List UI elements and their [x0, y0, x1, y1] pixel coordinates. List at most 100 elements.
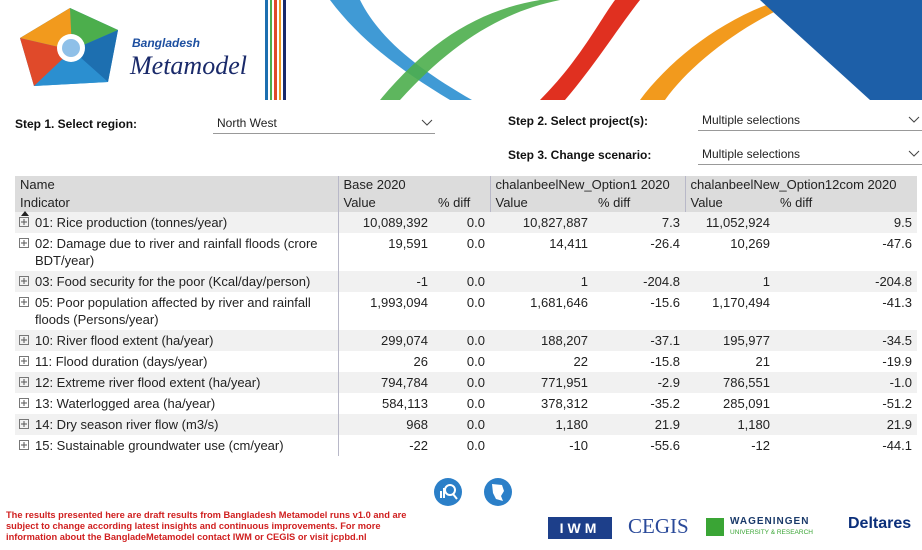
- expand-icon[interactable]: [19, 356, 29, 366]
- value-cell: 1,180: [490, 414, 593, 435]
- disclaimer-line: The results presented here are draft res…: [6, 510, 406, 521]
- dropdown-value: North West: [217, 116, 277, 130]
- value-cell: 0.0: [433, 435, 490, 456]
- value-cell: 0.0: [433, 414, 490, 435]
- value-cell: 378,312: [490, 393, 593, 414]
- expand-icon[interactable]: [19, 276, 29, 286]
- control-label: Step 1. Select region:: [15, 117, 137, 131]
- indicator-name: 14: Dry season river flow (m3/s): [35, 417, 219, 432]
- sub-header: % diff: [433, 194, 490, 212]
- brand-line1: Bangladesh: [132, 36, 200, 50]
- indicator-name: 12: Extreme river flood extent (ha/year): [35, 375, 260, 390]
- sub-header: Value: [490, 194, 593, 212]
- drill-button[interactable]: [434, 478, 462, 506]
- table-row: 01: Rice production (tonnes/year)10,089,…: [15, 212, 917, 233]
- value-cell: 14,411: [490, 233, 593, 271]
- disclaimer: The results presented here are draft res…: [6, 510, 406, 543]
- value-cell: 0.0: [433, 212, 490, 233]
- indicator-name: 15: Sustainable groundwater use (cm/year…: [35, 438, 284, 453]
- value-cell: 786,551: [685, 372, 775, 393]
- wur-sub: UNIVERSITY & RESEARCH: [730, 529, 813, 536]
- indicator-cell: 01: Rice production (tonnes/year): [15, 212, 338, 233]
- table-row: 05: Poor population affected by river an…: [15, 292, 917, 330]
- sub-header: Value: [338, 194, 433, 212]
- value-cell: -37.1: [593, 330, 685, 351]
- scenario-dropdown[interactable]: Multiple selections: [698, 143, 922, 165]
- wur-mark: [706, 518, 724, 536]
- value-cell: -1.0: [775, 372, 917, 393]
- group-header: chalanbeelNew_Option1 2020: [490, 176, 685, 194]
- dropdown-value: Multiple selections: [702, 147, 800, 161]
- expand-icon[interactable]: [19, 419, 29, 429]
- value-cell: 188,207: [490, 330, 593, 351]
- value-cell: 285,091: [685, 393, 775, 414]
- indicator-cell: 10: River flood extent (ha/year): [15, 330, 338, 351]
- value-cell: -2.9: [593, 372, 685, 393]
- value-cell: 771,951: [490, 372, 593, 393]
- indicator-name: 03: Food security for the poor (Kcal/day…: [35, 274, 310, 289]
- value-cell: -204.8: [775, 271, 917, 292]
- project-dropdown[interactable]: Multiple selections: [698, 109, 922, 131]
- indicator-name: 01: Rice production (tonnes/year): [35, 215, 227, 230]
- iwm-logo: IWM: [548, 517, 612, 539]
- indicator-cell: 05: Poor population affected by river an…: [15, 292, 338, 330]
- value-cell: -19.9: [775, 351, 917, 372]
- table-row: 12: Extreme river flood extent (ha/year)…: [15, 372, 917, 393]
- action-icons: [432, 476, 522, 508]
- value-cell: -22: [338, 435, 433, 456]
- value-cell: 7.3: [593, 212, 685, 233]
- table-row: 02: Damage due to river and rainfall flo…: [15, 233, 917, 271]
- expand-icon[interactable]: [19, 398, 29, 408]
- expand-icon[interactable]: [19, 335, 29, 345]
- control-label: Step 3. Change scenario:: [508, 148, 651, 162]
- banner: Bangladesh Metamodel: [0, 0, 922, 100]
- value-cell: 1,180: [685, 414, 775, 435]
- value-cell: -204.8: [593, 271, 685, 292]
- group-header: Name: [15, 176, 338, 194]
- expand-icon[interactable]: [19, 377, 29, 387]
- stripes: [265, 0, 286, 100]
- value-cell: -34.5: [775, 330, 917, 351]
- deltares-logo: Deltares: [848, 515, 911, 533]
- page: Bangladesh Metamodel Step 1. Select regi…: [0, 0, 922, 550]
- indicator-name: 11: Flood duration (days/year): [35, 354, 207, 369]
- region-dropdown[interactable]: North West: [213, 112, 435, 134]
- value-cell: 0.0: [433, 393, 490, 414]
- expand-icon[interactable]: [19, 297, 29, 307]
- value-cell: 0.0: [433, 351, 490, 372]
- disclaimer-line: information about the BangladeMetamodel …: [6, 532, 406, 543]
- value-cell: 21.9: [593, 414, 685, 435]
- value-cell: 19,591: [338, 233, 433, 271]
- indicator-cell: 12: Extreme river flood extent (ha/year): [15, 372, 338, 393]
- value-cell: 195,977: [685, 330, 775, 351]
- value-cell: 968: [338, 414, 433, 435]
- control-label: Step 2. Select project(s):: [508, 114, 648, 128]
- value-cell: 0.0: [433, 292, 490, 330]
- expand-icon[interactable]: [19, 217, 29, 227]
- value-cell: 1,170,494: [685, 292, 775, 330]
- indicator-cell: 13: Waterlogged area (ha/year): [15, 393, 338, 414]
- sub-header: Indicator: [15, 194, 338, 212]
- value-cell: 21: [685, 351, 775, 372]
- value-cell: -44.1: [775, 435, 917, 456]
- value-cell: -1: [338, 271, 433, 292]
- sub-header: % diff: [593, 194, 685, 212]
- map-button[interactable]: [484, 478, 512, 506]
- indicator-cell: 15: Sustainable groundwater use (cm/year…: [15, 435, 338, 456]
- value-cell: -51.2: [775, 393, 917, 414]
- indicator-cell: 03: Food security for the poor (Kcal/day…: [15, 271, 338, 292]
- expand-icon[interactable]: [19, 238, 29, 248]
- value-cell: 1: [685, 271, 775, 292]
- sub-header: Value: [685, 194, 775, 212]
- value-cell: 10,827,887: [490, 212, 593, 233]
- expand-icon[interactable]: [19, 440, 29, 450]
- dropdown-value: Multiple selections: [702, 113, 800, 127]
- indicator-name: 05: Poor population affected by river an…: [35, 295, 311, 327]
- value-cell: 10,269: [685, 233, 775, 271]
